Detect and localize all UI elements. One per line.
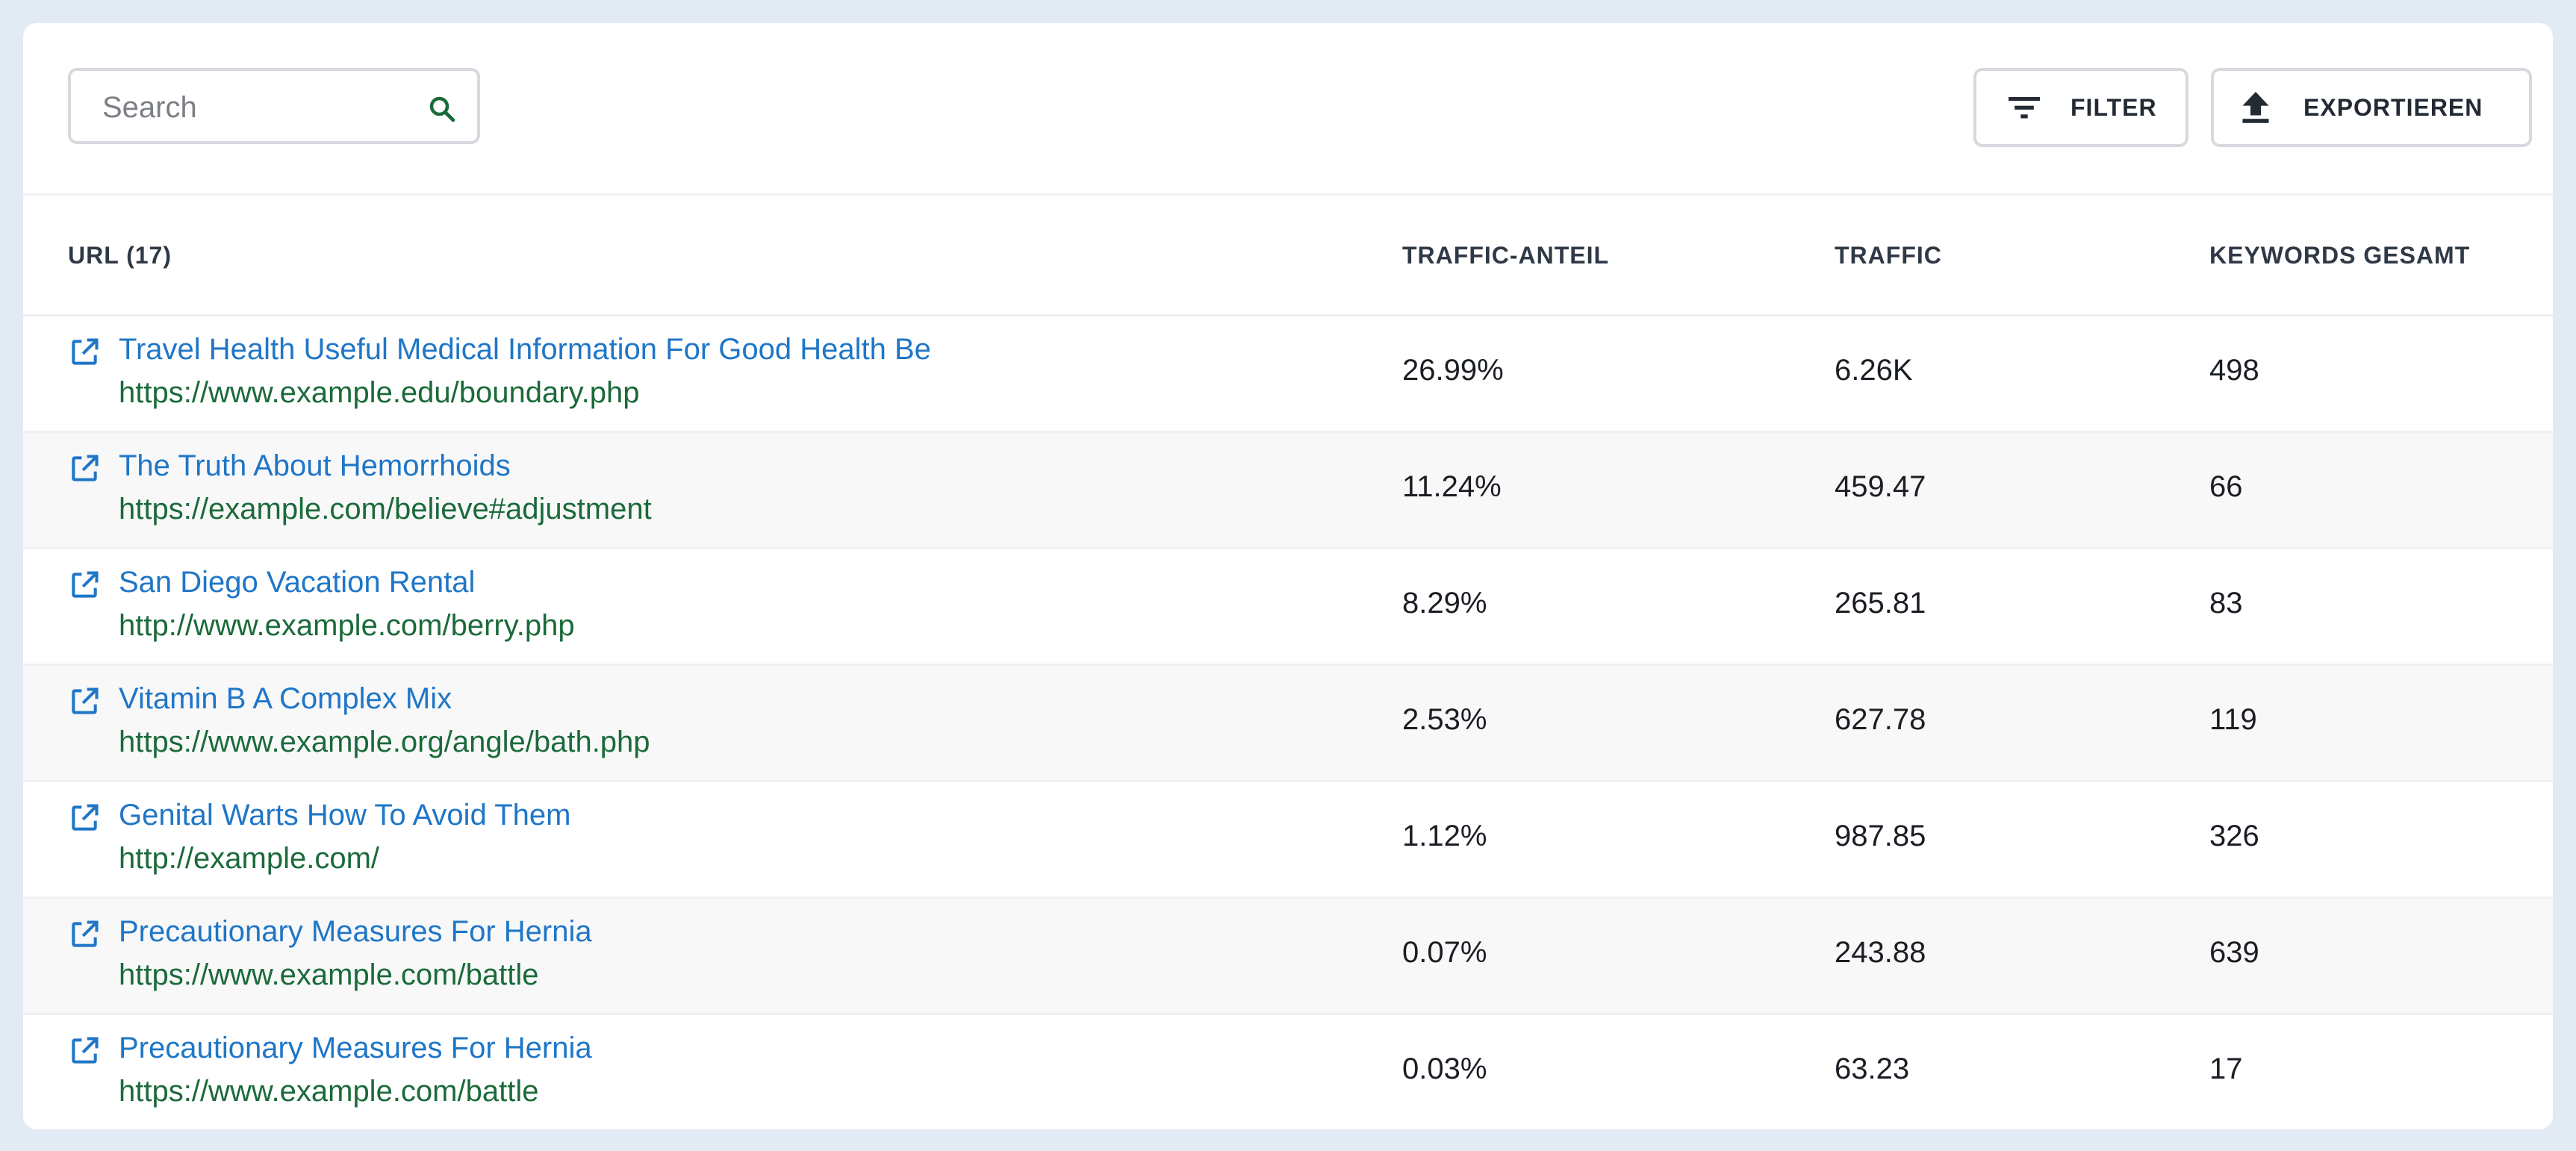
keywords-value: 498	[2209, 354, 2259, 387]
page-title-link[interactable]: Travel Health Useful Medical Information…	[119, 333, 931, 366]
table-row: Travel Health Useful Medical Information…	[23, 316, 2553, 433]
filter-button[interactable]: FILTER	[1973, 68, 2188, 147]
table-row: Precautionary Measures For Hernia https:…	[23, 1015, 2553, 1129]
filter-icon	[2009, 97, 2040, 119]
external-link-icon[interactable]	[68, 336, 101, 369]
column-header-keywords-total[interactable]: KEYWORDS GESAMT	[2209, 242, 2471, 269]
page-title-link[interactable]: San Diego Vacation Rental	[119, 566, 476, 599]
traffic-value: 987.85	[1835, 820, 1926, 852]
traffic-share-value: 11.24%	[1402, 470, 1502, 503]
traffic-value: 627.78	[1835, 703, 1926, 736]
search-box[interactable]	[68, 68, 480, 144]
keywords-value: 66	[2209, 470, 2243, 503]
page-url: https://www.example.edu/boundary.php	[119, 376, 640, 409]
table-row: San Diego Vacation Rental http://www.exa…	[23, 549, 2553, 666]
page-url: https://www.example.com/battle	[119, 958, 539, 991]
page-title-link[interactable]: Vitamin B A Complex Mix	[119, 682, 452, 715]
page-url: http://example.com/	[119, 842, 380, 875]
keywords-value: 17	[2209, 1052, 2243, 1085]
table-row: Precautionary Measures For Hernia https:…	[23, 899, 2553, 1015]
search-input[interactable]	[101, 86, 402, 129]
external-link-icon[interactable]	[68, 802, 101, 835]
keywords-value: 326	[2209, 820, 2259, 852]
traffic-share-value: 0.07%	[1402, 936, 1487, 969]
page-url: https://www.example.com/battle	[119, 1075, 539, 1108]
table-header: URL (17) TRAFFIC-ANTEIL TRAFFIC KEYWORDS…	[23, 196, 2553, 316]
page-title-link[interactable]: Precautionary Measures For Hernia	[119, 915, 592, 948]
external-link-icon[interactable]	[68, 918, 101, 951]
traffic-value: 63.23	[1835, 1052, 1910, 1085]
external-link-icon[interactable]	[68, 569, 101, 602]
page-url: https://example.com/believe#adjustment	[119, 493, 652, 525]
keywords-value: 83	[2209, 587, 2243, 620]
column-header-url[interactable]: URL (17)	[68, 242, 172, 269]
table-row: Vitamin B A Complex Mix https://www.exam…	[23, 666, 2553, 782]
page-title-link[interactable]: The Truth About Hemorrhoids	[119, 449, 511, 482]
page-title-link[interactable]: Genital Warts How To Avoid Them	[119, 799, 571, 832]
filter-button-label: FILTER	[2071, 93, 2157, 121]
page-url: http://www.example.com/berry.php	[119, 609, 575, 642]
traffic-share-value: 2.53%	[1402, 703, 1487, 736]
external-link-icon[interactable]	[68, 685, 101, 718]
traffic-share-value: 1.12%	[1402, 820, 1487, 852]
column-header-traffic[interactable]: TRAFFIC	[1835, 242, 1942, 269]
page-title-link[interactable]: Precautionary Measures For Hernia	[119, 1032, 592, 1064]
toolbar: FILTER EXPORTIEREN	[23, 23, 2553, 196]
traffic-value: 265.81	[1835, 587, 1926, 620]
traffic-value: 6.26K	[1835, 354, 1913, 387]
export-button-label: EXPORTIEREN	[2303, 93, 2483, 121]
content-card: FILTER EXPORTIEREN URL (17) TRAFFIC-ANTE…	[23, 23, 2553, 1129]
search-icon[interactable]	[426, 93, 458, 125]
external-link-icon[interactable]	[68, 452, 101, 485]
table-row: Genital Warts How To Avoid Them http://e…	[23, 782, 2553, 899]
traffic-value: 243.88	[1835, 936, 1926, 969]
traffic-value: 459.47	[1835, 470, 1926, 503]
table-row: The Truth About Hemorrhoids https://exam…	[23, 433, 2553, 549]
keywords-value: 639	[2209, 936, 2259, 969]
traffic-share-value: 8.29%	[1402, 587, 1487, 620]
traffic-share-value: 26.99%	[1402, 354, 1504, 387]
table-body: Travel Health Useful Medical Information…	[23, 316, 2553, 1129]
column-header-traffic-share[interactable]: TRAFFIC-ANTEIL	[1402, 242, 1610, 269]
upload-icon	[2242, 92, 2269, 123]
keywords-value: 119	[2209, 703, 2257, 736]
external-link-icon[interactable]	[68, 1035, 101, 1067]
page-url: https://www.example.org/angle/bath.php	[119, 726, 650, 758]
traffic-share-value: 0.03%	[1402, 1052, 1487, 1085]
export-button[interactable]: EXPORTIEREN	[2211, 68, 2532, 147]
